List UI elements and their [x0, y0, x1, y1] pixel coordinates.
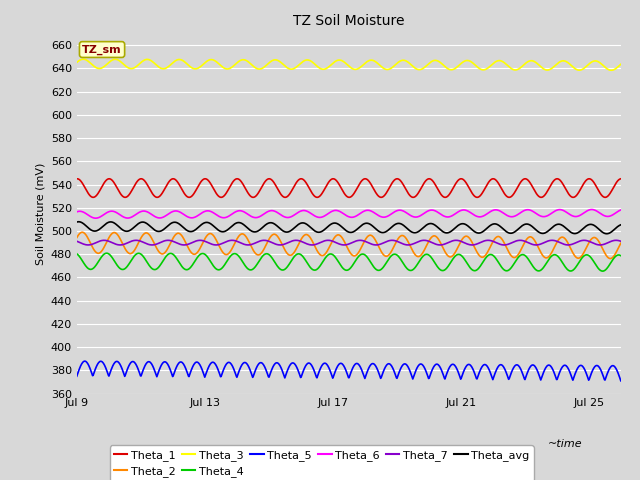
- Text: ~time: ~time: [548, 439, 582, 449]
- Text: TZ_sm: TZ_sm: [82, 44, 122, 55]
- Legend: Theta_1, Theta_2, Theta_3, Theta_4, Theta_5, Theta_6, Theta_7, Theta_avg: Theta_1, Theta_2, Theta_3, Theta_4, Thet…: [109, 445, 534, 480]
- Title: TZ Soil Moisture: TZ Soil Moisture: [293, 14, 404, 28]
- Y-axis label: Soil Moisture (mV): Soil Moisture (mV): [35, 162, 45, 265]
